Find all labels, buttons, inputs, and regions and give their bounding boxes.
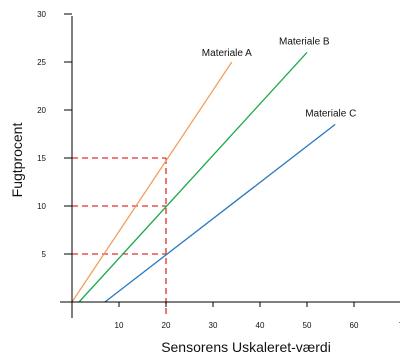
series-label-materiale-a: Materiale A — [202, 48, 252, 59]
series-label-materiale-b: Materiale B — [279, 36, 330, 47]
ticks: 5 10 15 20 25 30 10 20 30 40 50 60 7 — [37, 10, 400, 330]
y-axis-title: Fugtprocent — [9, 123, 25, 198]
series-labels: Materiale A Materiale B Materiale C — [202, 36, 357, 119]
series-lines — [71, 51, 336, 303]
x-tick-label: 7 — [399, 321, 400, 330]
y-tick-label: 10 — [37, 202, 46, 211]
x-tick-label: 20 — [162, 321, 171, 330]
series-line-materiale-c — [104, 123, 336, 303]
x-tick-label: 40 — [256, 321, 265, 330]
y-tick-label: 25 — [37, 58, 46, 67]
series-label-materiale-c: Materiale C — [305, 108, 356, 119]
reference-lines — [72, 157, 167, 318]
series-line-materiale-a — [71, 61, 233, 303]
y-tick-label: 30 — [37, 10, 46, 19]
x-tick-label: 60 — [350, 321, 359, 330]
x-axis-title: Sensorens Uskaleret-værdi — [161, 339, 331, 355]
x-tick-label: 30 — [209, 321, 218, 330]
series-line-materiale-b — [78, 51, 308, 303]
y-tick-label: 20 — [37, 106, 46, 115]
axes — [60, 16, 400, 318]
x-tick-label: 10 — [115, 321, 124, 330]
y-tick-label: 5 — [42, 250, 47, 259]
y-tick-label: 15 — [37, 154, 46, 163]
x-tick-label: 50 — [303, 321, 312, 330]
